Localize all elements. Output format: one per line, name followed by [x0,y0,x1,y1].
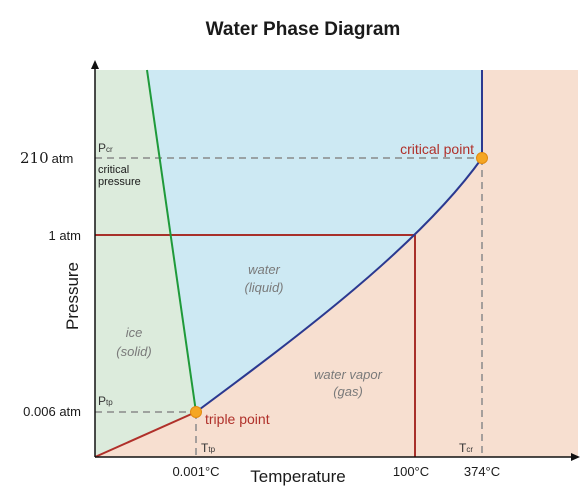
p-cr-label: Pcr [98,141,113,155]
critical-pressure-line1: critical [98,164,129,176]
liquid-region-label-line2: (liquid) [244,280,283,295]
triple-point-marker [190,406,202,418]
x-axis-title: Temperature [250,467,345,486]
diagram-title: Water Phase Diagram [206,19,401,40]
p-cr-subscript: cr [106,145,113,154]
y-tick-triple: 0.006 atm [23,404,81,419]
solid-region [95,70,196,457]
y-tick-critical-unit: atm [52,151,74,166]
liquid-region-label-line1: water [248,262,280,277]
solid-region-label-line2: (solid) [116,344,151,359]
y-tick-critical-value: 210 [20,149,49,167]
p-tp-subscript: tp [106,398,113,407]
x-tick-triple: 0.001°C [172,464,219,479]
t-cr-label: Tcr [459,441,473,455]
sublimation-curve [94,411,197,458]
p-tp-symbol: P [98,394,106,408]
gas-region-label-line1: water vapor [314,367,383,382]
t-tp-symbol: T [201,441,209,455]
y-tick-one-atm: 1 atm [48,228,81,243]
boiling-curve [195,157,483,413]
t-tp-subscript: tp [208,445,215,454]
x-tick-critical: 374°C [464,464,500,479]
critical-point-label: critical point [400,141,474,157]
critical-pressure-line2: pressure [98,176,141,188]
t-tp-label: Ttp [201,441,216,455]
y-axis-title: Pressure [63,262,82,330]
x-tick-boiling: 100°C [393,464,429,479]
triple-point-label: triple point [205,411,270,427]
p-cr-symbol: P [98,141,106,155]
critical-point-marker [476,152,488,164]
y-tick-critical: 210 atm [20,149,73,167]
melting-curve [146,69,197,413]
solid-region-label-line1: ice [126,325,143,340]
gas-region-label-line2: (gas) [333,384,363,399]
p-tp-label: Ptp [98,394,113,408]
t-cr-subscript: cr [466,445,473,454]
t-cr-symbol: T [459,441,467,455]
liquid-region [147,70,482,412]
